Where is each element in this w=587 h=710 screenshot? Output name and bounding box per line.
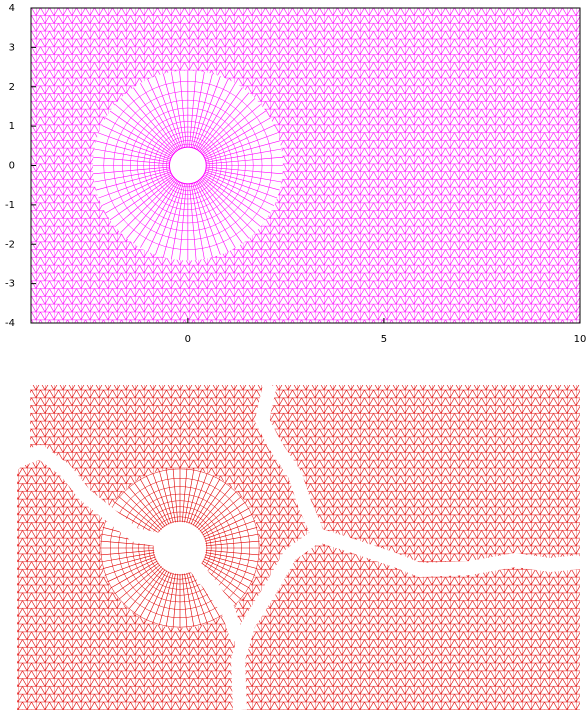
y-tick-label: -3 — [5, 279, 15, 290]
x-tick-label: 0 — [185, 334, 191, 345]
x-tick-label: 5 — [381, 334, 387, 345]
cylinder-hole — [169, 147, 206, 184]
y-tick-label: -4 — [5, 318, 15, 329]
cylinder-hole — [154, 522, 206, 574]
top-panel: -4 -3 -2 -1 0 1 2 3 4 0 5 10 — [5, 3, 586, 345]
y-tick-label: 4 — [9, 3, 15, 14]
y-tick-label: 0 — [9, 161, 15, 172]
y-tick-label: -2 — [5, 239, 15, 250]
y-tick-label: 3 — [9, 42, 15, 53]
y-tick-label: 1 — [9, 121, 15, 132]
x-tick-label: 10 — [574, 334, 587, 345]
y-tick-label: -1 — [5, 200, 15, 211]
figure: -4 -3 -2 -1 0 1 2 3 4 0 5 10 — [0, 0, 587, 710]
y-tick-label: 2 — [9, 82, 15, 93]
bottom-panel — [14, 385, 580, 710]
